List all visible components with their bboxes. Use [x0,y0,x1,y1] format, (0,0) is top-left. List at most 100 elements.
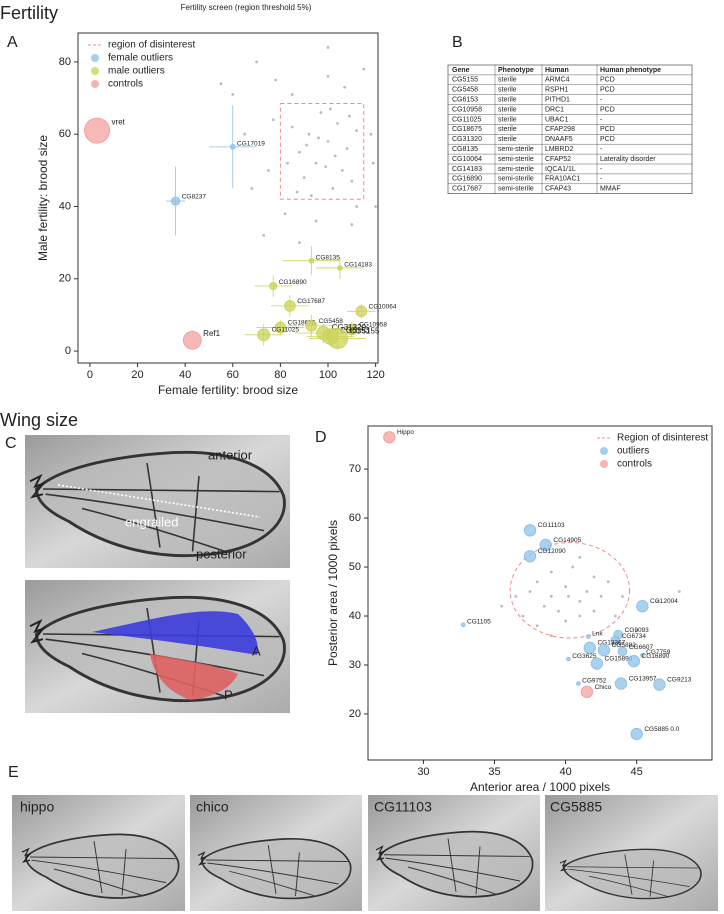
background-point [219,82,223,86]
background-point [286,161,289,165]
background-point [326,140,330,143]
point-label: CG6734 [622,633,647,640]
wing-image: CG5885 [545,795,718,911]
background-point [613,614,617,618]
legend-key [91,67,99,75]
point-label: Chico [595,684,612,691]
point [355,305,368,318]
point-label: CG8237 [182,194,207,201]
point [346,323,358,336]
panel-label: D [315,429,327,446]
x-tick-label: 120 [366,369,384,381]
background-point [340,168,344,172]
background-point [355,129,358,132]
example-label: CG5885 [550,799,602,815]
point [586,634,591,639]
point [460,622,466,628]
background-point [290,93,294,96]
background-point [564,585,567,589]
y-tick-label: 0 [65,345,71,357]
point-label: CG14905 [553,537,581,544]
background-point [243,132,247,136]
table-cell: CG17687 [452,186,482,193]
point [305,319,318,332]
point [383,431,396,444]
background-point [500,604,504,608]
plot-frame [77,32,379,364]
background-point [355,205,358,208]
table-cell: semi-sterile [498,146,534,153]
table-cell: CG10064 [452,156,482,163]
background-point [578,555,582,559]
plot-frame [367,425,713,761]
point [326,327,349,350]
point-label: CG3625 [572,653,597,660]
background-point [302,176,306,179]
table-cell: CG10958 [452,106,482,113]
point [337,265,343,271]
y-tick-label: 60 [349,512,361,524]
background-point [578,599,582,603]
point [640,652,645,658]
x-tick-label: 45 [631,766,643,778]
point-label: CG16890 [279,279,307,286]
point-label: CG5882 [612,642,637,649]
point-label: CG5155 [350,326,380,335]
point-label: CG17687 [297,298,325,305]
x-tick-label: 80 [274,369,286,381]
x-axis-label: Female fertility: brood size [158,383,298,397]
point-label: CG9213 [667,676,692,683]
x-tick-label: 30 [417,766,429,778]
legend-label: female outliers [108,53,173,64]
table-cell: PCD [600,77,615,84]
point [84,117,111,144]
legend-label: region of disinterest [108,40,195,51]
point-label: CG11103 [538,522,565,529]
example-label: hippo [20,799,54,815]
wing-image: A P [25,580,290,713]
table-cell: - [600,166,603,173]
region [509,542,631,639]
point-label: CG5458 [319,318,344,325]
legend-label: Region of disinterest [617,433,708,444]
table-cell: PCD [600,126,615,133]
table-cell: CFAP43 [545,186,571,193]
point-label: Hippo [397,429,414,436]
point [597,644,611,657]
background-point [606,580,610,584]
point-label: CG14183 [344,262,372,269]
background-point [298,150,301,154]
background-point [564,619,567,623]
table-cell: CG8135 [452,146,478,153]
y-tick-label: 60 [59,128,71,140]
point-label: CG8135 [316,254,341,261]
point [614,677,628,690]
y-tick-label: 40 [349,610,361,622]
x-tick-label: 60 [227,369,239,381]
y-axis-label: Posterior area / 1000 pixels [326,520,340,666]
background-point [592,575,596,579]
background-point [331,187,335,190]
table-cell: CFAP298 [545,126,575,133]
background-point [326,74,330,78]
point-label: CG15896 [605,655,633,662]
legend-label: controls [108,79,143,90]
table-header: Phenotype [498,67,534,74]
point-label: CG18675 [288,320,316,327]
point-label: CG12090 [538,548,566,555]
point-label: CG13957 [629,675,657,682]
table-header: Gene [452,67,470,74]
table-cell: semi-sterile [498,156,534,163]
background-point [298,241,301,245]
point [523,550,537,563]
panel-label: A [7,34,18,51]
x-tick-label: 40 [559,766,571,778]
background-point [549,595,553,598]
background-point [549,634,553,638]
y-tick-label: 20 [349,708,361,720]
background-point [350,223,354,226]
table-cell: CG11025 [452,116,482,123]
table-cell: sterile [498,87,517,94]
table-cell: CFAP52 [545,156,571,163]
table-cell: sterile [498,77,517,84]
